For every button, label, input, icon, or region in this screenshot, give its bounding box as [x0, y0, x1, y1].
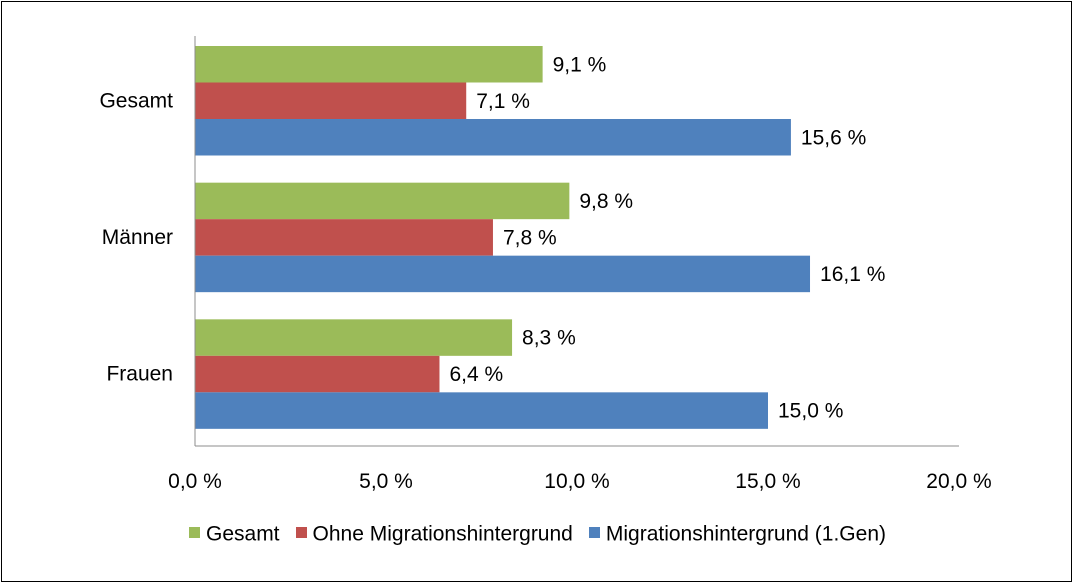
data-label-gesamt-gesamt: 9,1 % [553, 53, 607, 76]
data-label-männer-migrationshintergrund-1-gen: 16,1 % [820, 263, 885, 286]
category-label-männer: Männer [102, 226, 173, 249]
legend-item-ohne-migrationshintergrund: Ohne Migrationshintergrund [295, 522, 573, 546]
x-tick-label-2: 10,0 % [544, 470, 609, 493]
bar-männer-migrationshintergrund-1-gen [195, 255, 811, 293]
legend-label-migrationshintergrund-1-gen: Migrationshintergrund (1.Gen) [605, 522, 886, 546]
legend-item-migrationshintergrund-1-gen: Migrationshintergrund (1.Gen) [588, 522, 886, 546]
x-tick-label-1: 5,0 % [359, 470, 413, 493]
x-tick-label-0: 0,0 % [168, 470, 222, 493]
bar-gesamt-ohne-migrationshintergrund [195, 82, 467, 119]
category-label-frauen: Frauen [106, 363, 173, 386]
data-label-männer-gesamt: 9,8 % [579, 190, 633, 213]
data-label-frauen-ohne-migrationshintergrund: 6,4 % [449, 363, 503, 386]
bar-frauen-gesamt [195, 319, 513, 356]
data-label-männer-ohne-migrationshintergrund: 7,8 % [503, 226, 557, 249]
legend-swatch-ohne-migrationshintergrund [295, 527, 307, 539]
bar-frauen-ohne-migrationshintergrund [195, 355, 440, 393]
legend-item-gesamt: Gesamt [189, 522, 280, 546]
x-tick-label-3: 15,0 % [735, 470, 800, 493]
bar-männer-gesamt [195, 182, 570, 220]
legend-swatch-gesamt [189, 527, 200, 539]
chart-plot: 9,1 % 7,1 % 15,6 % Gesamt 9,8 % 7,8 % 16,1 % Mä… [99, 36, 992, 493]
x-tick-label-4: 20,0 % [926, 470, 991, 493]
bar-frauen-migrationshintergrund-1-gen [195, 392, 768, 429]
data-label-frauen-gesamt: 8,3 % [522, 327, 576, 350]
bar-gesamt-migrationshintergrund-1-gen [195, 119, 791, 156]
bar-gesamt-gesamt [195, 46, 543, 83]
data-label-gesamt-migrationshintergrund-1-gen: 15,6 % [801, 126, 866, 149]
bar-männer-ohne-migrationshintergrund [195, 219, 493, 256]
data-label-frauen-migrationshintergrund-1-gen: 15,0 % [778, 400, 843, 423]
category-label-gesamt: Gesamt [99, 89, 173, 112]
legend-label-gesamt: Gesamt [206, 522, 280, 546]
data-label-gesamt-ohne-migrationshintergrund: 7,1 % [476, 90, 530, 113]
legend-swatch-migrationshintergrund-1-gen [588, 527, 600, 539]
legend-label-ohne-migrationshintergrund: Ohne Migrationshintergrund [312, 522, 573, 546]
chart-legend: Gesamt Ohne Migrationshintergrund Migratio… [2, 522, 1073, 547]
